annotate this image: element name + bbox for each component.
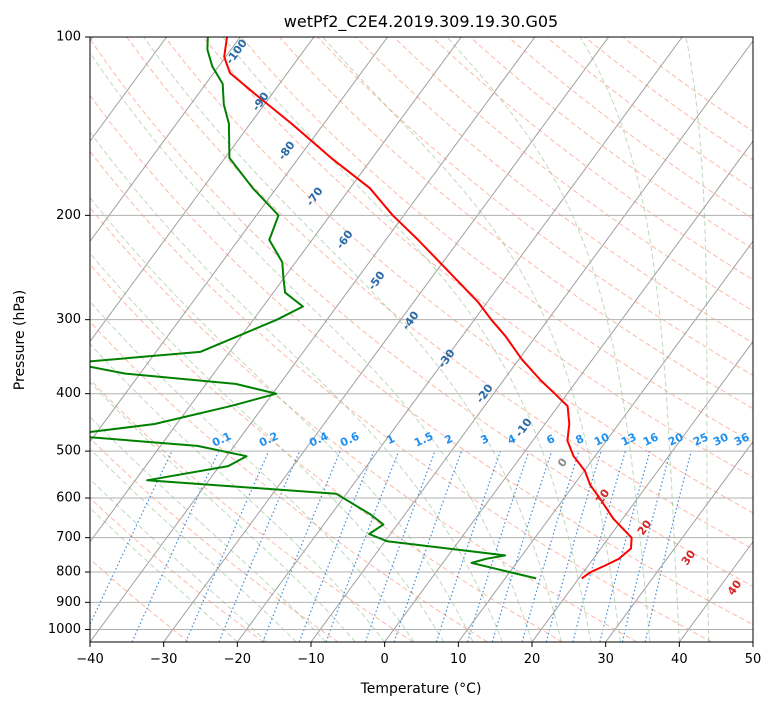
y-tick-label: 500 [56,444,81,459]
mixing-ratio-label: 25 [691,430,710,448]
x-tick-label: −30 [150,652,177,667]
dewpoint-profile-line [90,37,537,580]
isotherm-line [236,37,683,642]
mixing-ratio-line [325,450,400,642]
moist-adiabat-line [90,252,445,642]
sounding-series [90,37,633,580]
dry-adiabat-line [90,263,563,642]
y-tick-label: 400 [56,386,81,401]
x-tick-label: 40 [671,652,688,667]
y-tick-label: 100 [56,30,81,45]
isotherm-line [90,37,241,243]
mixing-ratio-line [364,450,436,642]
isotherm-line [384,140,753,642]
y-axis-ticks: 100 200 300 400 500 600 700 800 900 1000 [48,30,90,637]
moist-adiabat-line [90,381,356,642]
x-tick-label: 50 [745,652,762,667]
y-axis-label: Pressure (hPa) [12,290,28,390]
dry-adiabat-line [393,37,753,312]
isotherm-line [90,37,167,142]
mixing-ratio-label: 13 [619,430,638,448]
moist-adiabat-line [685,37,710,642]
mixing-ratio-line [621,450,672,642]
mixing-ratio-line [435,450,501,642]
dry-adiabat-line [164,37,753,514]
mixing-ratio-line [185,450,270,642]
x-axis-ticks: −40 −30 −20 −10 0 10 20 30 40 50 [76,642,761,667]
x-tick-label: 30 [597,652,614,667]
mixing-ratio-lines [90,450,692,642]
isotherm-line [90,37,536,642]
x-tick-label: 20 [524,652,541,667]
dry-adiabat-line [90,94,753,626]
chart-title: wetPf2_C2E4.2019.309.19.30.G05 [284,12,558,32]
moist-adiabat-line [90,131,503,642]
mixing-ratio-line [572,450,626,642]
mixing-ratio-label: 30 [711,430,731,448]
x-tick-label: 10 [450,652,467,667]
mixing-ratio-line [545,450,602,642]
moist-adiabat-line [222,37,592,642]
y-tick-label: 700 [56,530,81,545]
dry-adiabat-line [90,558,190,642]
moist-adiabat-line [90,448,297,642]
dry-adiabats [90,37,753,642]
y-tick-label: 200 [56,208,81,223]
mixing-ratio-line [599,450,651,642]
x-axis-label: Temperature (°C) [360,681,482,697]
moist-adiabat-line [90,196,474,642]
mixing-ratio-line [262,450,341,642]
y-tick-label: 1000 [48,622,81,637]
dry-adiabat-line [279,37,753,410]
y-tick-label: 900 [56,595,81,610]
moist-adiabat-line [90,51,533,642]
mixing-ratio-label: 36 [732,430,752,448]
mixing-ratio-label: 16 [641,430,661,448]
moist-adiabat-line [322,37,621,642]
x-tick-label: 0 [381,652,389,667]
isotherm-line [752,641,753,642]
mixing-ratio-label: 20 [666,430,686,448]
mixing-ratio-line [298,450,375,642]
mixing-ratio-label: 10 [592,430,612,448]
isobars [90,37,753,630]
moist-adiabats [90,37,710,642]
moist-adiabat-line [446,37,651,642]
moist-adiabat-line [579,37,680,642]
mixing-ratio-line [466,450,530,642]
moist-adiabat-line [143,37,562,642]
y-tick-label: 800 [56,565,81,580]
plot-background [90,37,753,642]
isotherm-line [457,240,753,642]
dry-adiabat-line [90,150,712,642]
isotherm-line [90,37,315,343]
dry-adiabat-line [90,38,753,587]
isotherm-line [163,37,609,642]
dry-adiabat-line [202,37,753,478]
x-tick-label: −10 [297,652,324,667]
isotherm-line [90,37,388,443]
isotherm-line [531,340,753,642]
x-tick-label: −40 [76,652,103,667]
mixing-ratio-line [218,450,301,642]
temperature-profile-line [223,37,633,580]
dry-adiabat-line [126,37,753,550]
dry-adiabat-line [317,37,753,377]
dry-adiabat-line [90,206,638,642]
moist-adiabat-line [90,416,327,642]
plot-frame [89,36,754,643]
mixing-ratio-line [491,450,553,642]
y-tick-label: 300 [56,312,81,327]
x-tick-label: −20 [224,652,251,667]
y-tick-label: 600 [56,491,81,506]
isotherm-line [605,440,753,642]
moist-adiabat-line [90,300,415,642]
mixing-ratio-line [521,450,580,642]
